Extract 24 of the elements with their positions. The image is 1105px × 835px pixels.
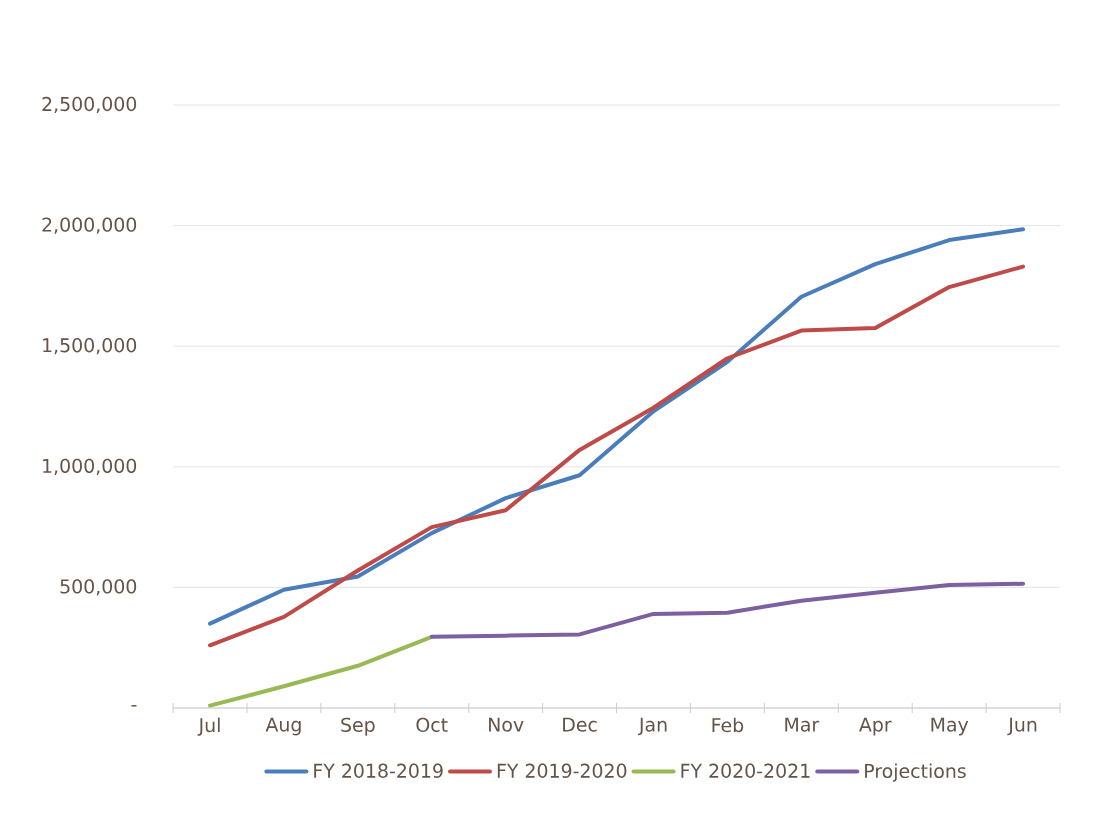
y-tick-label: 1,000,000 <box>43 458 137 475</box>
x-tick-label: Jun <box>1007 717 1037 736</box>
x-tick-label: Jul <box>197 717 220 736</box>
x-tick-label: Nov <box>489 717 524 732</box>
x-tick-label: Dec <box>563 717 597 732</box>
x-tick-label: Jan <box>637 717 667 736</box>
legend-label: FY 2019-2020 <box>497 763 627 778</box>
y-tick-label: 2,500,000 <box>42 96 137 114</box>
x-tick-label: Mar <box>785 717 820 732</box>
line-series <box>429 581 1026 639</box>
x-tick-label: May <box>931 717 969 736</box>
y-tick-label: 2,000,000 <box>42 217 137 234</box>
y-tick-label: 1,500,000 <box>43 338 137 355</box>
x-tick-label: Oct <box>416 717 448 732</box>
legend-label: FY 2018-2019 <box>314 763 443 778</box>
x-tick-label: Apr <box>859 717 892 736</box>
x-tick-label: Feb <box>712 717 744 733</box>
legend-label: FY 2020-2021 <box>681 763 810 778</box>
line-series <box>208 634 434 708</box>
y-tick-label: 500,000 <box>60 579 137 596</box>
x-tick-label: Sep <box>341 717 375 736</box>
legend-label: Projections <box>865 763 966 782</box>
x-tick-label: Aug <box>265 717 301 736</box>
y-tick-label: - <box>131 705 137 707</box>
